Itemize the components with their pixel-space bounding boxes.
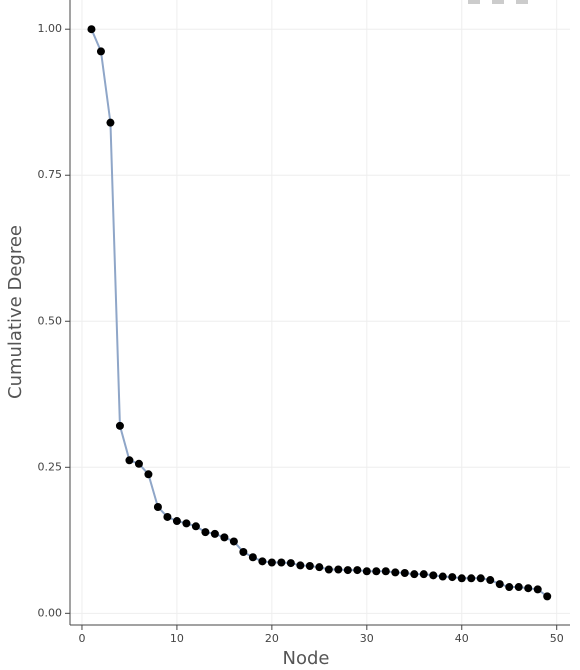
x-tick-label: 40 <box>455 632 469 645</box>
marker <box>248 553 257 562</box>
marker <box>400 569 409 578</box>
marker <box>533 585 542 594</box>
marker <box>448 573 457 582</box>
marker <box>182 519 191 528</box>
x-tick-label: 30 <box>360 632 374 645</box>
marker <box>372 567 381 576</box>
modebar-button[interactable] <box>468 0 480 4</box>
modebar[interactable] <box>468 0 528 4</box>
marker <box>163 512 172 521</box>
marker <box>286 559 295 568</box>
marker <box>134 459 143 468</box>
marker <box>277 558 286 567</box>
marker <box>229 537 238 546</box>
marker <box>220 533 229 542</box>
marker <box>324 565 333 574</box>
marker <box>419 570 428 579</box>
modebar-button[interactable] <box>516 0 528 4</box>
marker <box>267 558 276 567</box>
marker <box>96 47 105 56</box>
marker <box>524 584 533 593</box>
y-tick-label: 0.50 <box>38 314 63 327</box>
marker <box>201 528 210 537</box>
marker <box>543 592 552 601</box>
marker <box>429 571 438 580</box>
marker <box>172 517 181 526</box>
marker <box>467 574 476 583</box>
marker <box>125 456 134 465</box>
marker <box>315 563 324 572</box>
marker <box>391 568 400 577</box>
marker <box>362 567 371 576</box>
marker <box>258 557 267 566</box>
marker <box>87 25 96 34</box>
marker <box>115 421 124 430</box>
x-tick-label: 20 <box>265 632 279 645</box>
marker <box>505 583 514 592</box>
marker <box>353 566 362 575</box>
y-tick-label: 0.00 <box>38 606 63 619</box>
x-tick-label: 10 <box>170 632 184 645</box>
marker <box>334 565 343 574</box>
marker <box>486 576 495 585</box>
marker <box>410 570 419 579</box>
marker <box>438 572 447 581</box>
x-axis-title: Node <box>283 648 330 669</box>
marker <box>457 574 466 583</box>
marker <box>106 118 115 127</box>
modebar-button[interactable] <box>492 0 504 4</box>
marker <box>144 470 153 479</box>
x-tick-label: 0 <box>78 632 85 645</box>
x-tick-label: 50 <box>550 632 564 645</box>
marker <box>191 522 200 531</box>
marker <box>514 583 523 592</box>
marker <box>343 566 352 575</box>
y-axis-title: Cumulative Degree <box>5 225 26 399</box>
line <box>90 28 548 598</box>
marker <box>495 580 504 589</box>
marker <box>476 574 485 583</box>
y-tick-label: 1.00 <box>38 22 63 35</box>
marker <box>296 561 305 570</box>
y-tick-label: 0.25 <box>38 460 63 473</box>
marker <box>239 547 248 556</box>
marker <box>153 503 162 512</box>
y-tick-label: 0.75 <box>38 168 63 181</box>
marker <box>210 529 219 538</box>
marker <box>305 562 314 571</box>
marker <box>381 567 390 576</box>
